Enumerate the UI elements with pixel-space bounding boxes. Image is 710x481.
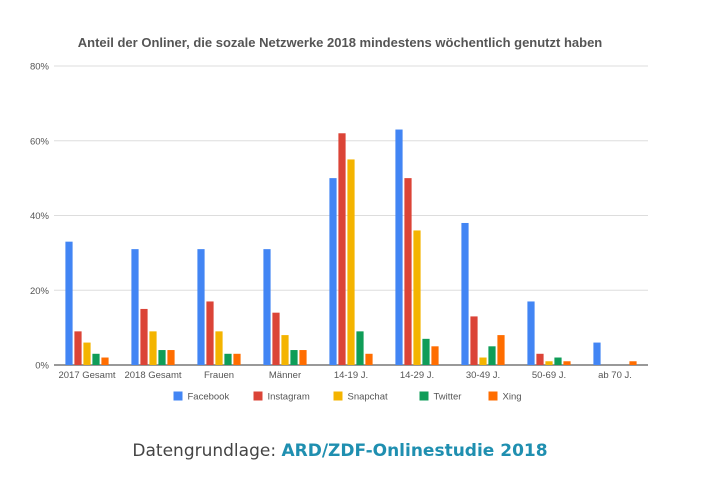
- y-tick-label: 0%: [35, 361, 49, 372]
- legend-label: Xing: [503, 392, 522, 403]
- bar-xing: [101, 357, 109, 365]
- source-link[interactable]: ARD/ZDF-Onlinestudie 2018: [281, 441, 548, 461]
- x-tick-label: 50-69 J.: [532, 370, 566, 381]
- bars: [65, 129, 637, 365]
- bar-xing: [629, 361, 637, 365]
- x-tick-label: ab 70 J.: [598, 370, 632, 381]
- bar-snapchat: [347, 159, 355, 365]
- y-tick-label: 20%: [30, 286, 50, 297]
- x-tick-label: Frauen: [204, 370, 234, 381]
- x-tick-label: 14-19 J.: [334, 370, 368, 381]
- bar-facebook: [65, 241, 73, 365]
- source-caption: Datengrundlage: ARD/ZDF-Onlinestudie 201…: [0, 441, 680, 461]
- legend-swatch-xing: [488, 391, 498, 401]
- bar-facebook: [197, 249, 205, 365]
- y-tick-label: 60%: [30, 136, 50, 147]
- bar-twitter: [422, 338, 430, 365]
- bar-twitter: [554, 357, 562, 365]
- y-tick-label: 40%: [30, 211, 50, 222]
- bar-snapchat: [215, 331, 223, 365]
- x-tick-label: 2018 Gesamt: [124, 370, 181, 381]
- x-tick-label: Männer: [269, 370, 301, 381]
- bar-instagram: [74, 331, 82, 365]
- x-tick-label: 30-49 J.: [466, 370, 500, 381]
- bar-twitter: [356, 331, 364, 365]
- source-prefix: Datengrundlage:: [132, 441, 282, 461]
- legend-swatch-snapchat: [333, 391, 343, 401]
- bar-facebook: [131, 249, 139, 365]
- chart-title: Anteil der Onliner, die sozale Netzwerke…: [78, 35, 603, 50]
- bar-instagram: [470, 316, 478, 365]
- bar-twitter: [92, 353, 100, 365]
- y-axis: 0% 20% 40% 60% 80%: [30, 62, 50, 372]
- legend-label: Twitter: [434, 392, 462, 403]
- x-tick-label: 2017 Gesamt: [58, 370, 115, 381]
- bar-snapchat: [281, 335, 289, 365]
- bar-instagram: [272, 312, 280, 365]
- bar-facebook: [461, 222, 469, 365]
- bar-facebook: [527, 301, 535, 365]
- bar-snapchat: [479, 357, 487, 365]
- bar-snapchat: [545, 361, 553, 365]
- bar-instagram: [140, 308, 148, 365]
- legend-label: Instagram: [268, 392, 310, 403]
- bar-xing: [563, 361, 571, 365]
- bar-xing: [431, 346, 439, 365]
- legend: Facebook Instagram Snapchat Twitter Xing: [173, 391, 522, 403]
- bar-snapchat: [149, 331, 157, 365]
- bar-snapchat: [413, 230, 421, 365]
- bar-twitter: [488, 346, 496, 365]
- bar-xing: [497, 335, 505, 365]
- bar-instagram: [338, 133, 346, 365]
- legend-label: Facebook: [188, 392, 230, 403]
- bar-twitter: [158, 350, 166, 365]
- x-axis: 2017 Gesamt 2018 Gesamt Frauen Männer 14-19 …: [58, 370, 631, 381]
- bar-instagram: [206, 301, 214, 365]
- legend-swatch-instagram: [253, 391, 263, 401]
- bar-instagram: [404, 178, 412, 365]
- bar-xing: [299, 350, 307, 365]
- legend-swatch-twitter: [419, 391, 429, 401]
- bar-twitter: [290, 350, 298, 365]
- bar-facebook: [593, 342, 601, 365]
- bar-facebook: [395, 129, 403, 365]
- y-tick-label: 80%: [30, 62, 50, 73]
- legend-label: Snapchat: [348, 392, 389, 403]
- legend-swatch-facebook: [173, 391, 183, 401]
- bar-snapchat: [83, 342, 91, 365]
- x-tick-label: 14-29 J.: [400, 370, 434, 381]
- bar-facebook: [263, 249, 271, 365]
- bar-twitter: [224, 353, 232, 365]
- bar-xing: [365, 353, 373, 365]
- bar-facebook: [329, 178, 337, 365]
- bar-xing: [233, 353, 241, 365]
- bar-xing: [167, 350, 175, 365]
- bar-instagram: [536, 353, 544, 365]
